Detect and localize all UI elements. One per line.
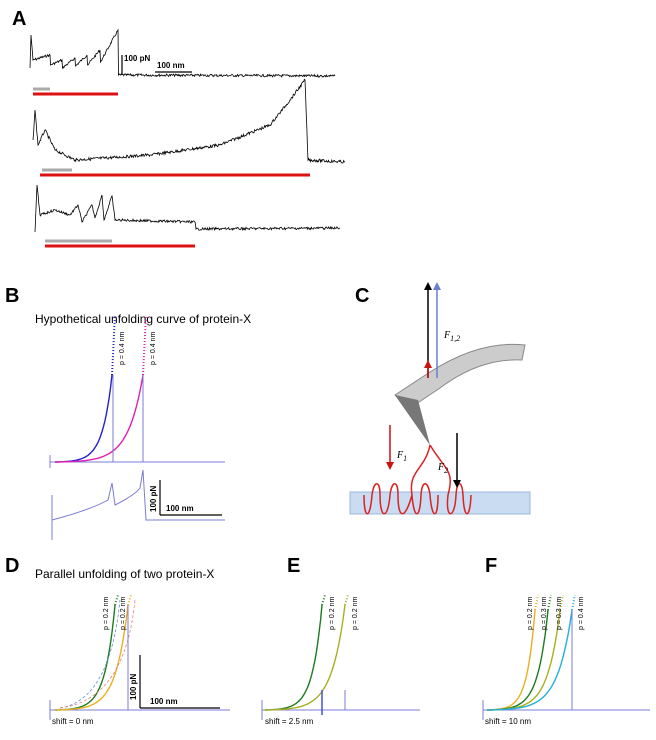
panel-letter: E	[287, 555, 300, 577]
panel-letter: C	[355, 285, 369, 307]
curve	[487, 609, 573, 711]
scale-label: 100 nm	[157, 61, 185, 70]
trace	[32, 78, 346, 164]
curve-label: p = 0.2 nm	[103, 597, 110, 630]
arrowhead	[453, 480, 461, 488]
curve-extension	[571, 594, 576, 611]
panel-letter: B	[5, 285, 19, 307]
curve-label: p = 0.2 nm	[120, 597, 127, 630]
curve-extension	[127, 594, 132, 606]
curve-extension	[142, 314, 147, 376]
shift-label: shift = 10 nm	[485, 717, 531, 726]
curve	[55, 374, 113, 463]
curve-label: p = 0.3 nm	[556, 597, 563, 630]
curve-label: p = 0.4 nm	[578, 597, 585, 630]
curve	[55, 604, 129, 711]
shift-label: shift = 0 nm	[52, 717, 94, 726]
curve-label: p = 0.2 nm	[352, 597, 359, 630]
arrowhead	[424, 360, 432, 368]
scale-label: 100 nm	[166, 504, 194, 513]
scale-label: 100 nm	[150, 697, 178, 706]
curve	[487, 609, 549, 711]
curve-extension	[547, 594, 552, 611]
trace	[29, 28, 336, 78]
curve-extension	[344, 594, 349, 606]
scale-label: 100 pN	[129, 674, 138, 700]
force-label: F1,2	[443, 330, 460, 343]
curve-extension	[111, 314, 116, 376]
panel-letter: A	[12, 8, 26, 30]
panel-title: Hypothetical unfolding curve of protein-…	[35, 312, 251, 326]
curve-extension	[534, 594, 539, 611]
dashed-curve	[59, 599, 121, 709]
cantilever	[394, 343, 526, 409]
proteins	[363, 444, 472, 515]
panel-letter: F	[485, 555, 497, 577]
curve	[55, 374, 144, 463]
force-label: F1	[396, 450, 407, 463]
curve-extension	[114, 594, 119, 606]
shift-label: shift = 2.5 nm	[265, 717, 314, 726]
curve-label: p = 0.4 nm	[150, 332, 157, 365]
curve-extension	[559, 594, 564, 611]
curve	[487, 609, 561, 711]
scale-label: 100 pN	[149, 486, 158, 512]
scale-label: 100 pN	[124, 54, 150, 63]
tip-side	[395, 395, 430, 445]
curve	[265, 604, 346, 711]
force-label: F2	[437, 462, 448, 475]
curve-label: p = 0.3 nm	[541, 597, 548, 630]
arrowhead	[386, 462, 394, 470]
curve	[265, 604, 323, 711]
trace	[34, 184, 341, 233]
curve-label: p = 0.2 nm	[527, 597, 534, 630]
panel-title: Parallel unfolding of two protein-X	[35, 567, 214, 581]
arrowhead	[433, 282, 441, 290]
panel-letter: D	[5, 555, 19, 577]
dashed-curve	[59, 599, 136, 709]
curve-extension	[321, 594, 326, 606]
arrowhead	[424, 282, 432, 290]
curve-label: p = 0.2 nm	[329, 597, 336, 630]
combined-trace	[51, 469, 225, 540]
curve-label: p = 0.4 nm	[119, 332, 126, 365]
membrane	[349, 491, 531, 515]
